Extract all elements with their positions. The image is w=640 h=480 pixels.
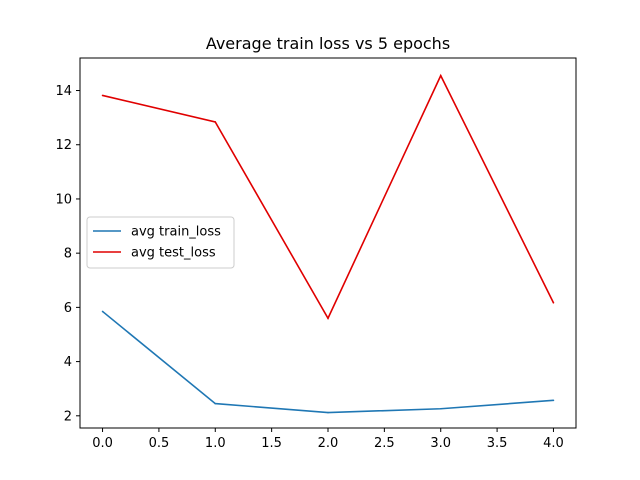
data-point-1-2 [327, 317, 329, 320]
data-point-1-1 [214, 121, 217, 123]
x-tick-label: 2.0 [318, 436, 339, 451]
legend-label-1: avg test_loss [131, 246, 216, 261]
data-point-0-1 [214, 402, 217, 405]
x-tick-label: 0.0 [92, 436, 113, 451]
x-tick-label: 1.0 [205, 436, 226, 451]
y-tick-label: 14 [55, 84, 72, 99]
data-point-0-3 [439, 407, 442, 410]
data-point-0-0 [101, 310, 104, 313]
x-tick-label: 1.5 [261, 436, 282, 451]
plot-area-frame [79, 57, 577, 429]
x-tick-label: 3.0 [430, 436, 451, 451]
data-point-0-4 [552, 399, 555, 402]
x-tick-label: 0.5 [149, 436, 170, 451]
data-point-1-3 [439, 74, 442, 77]
data-point-0-2 [327, 411, 329, 414]
data-point-1-4 [552, 301, 555, 304]
data-point-1-0 [101, 94, 104, 97]
x-tick-label: 3.5 [487, 436, 508, 451]
legend-box [86, 216, 235, 269]
y-tick-label: 10 [55, 192, 72, 207]
x-axis: 0.0 0.5 1.0 1.5 2.0 2.5 3.0 3.5 4.0 [92, 428, 564, 451]
y-tick-label: 12 [55, 138, 72, 153]
y-tick-label: 8 [64, 247, 72, 262]
y-axis: 2 4 6 8 10 12 14 [55, 84, 80, 424]
x-tick-label: 2.5 [374, 436, 395, 451]
x-tick-label: 4.0 [543, 436, 564, 451]
series-layer [101, 73, 555, 414]
chart-title: Average train loss vs 5 epochs [206, 34, 450, 53]
y-tick-label: 6 [64, 301, 72, 316]
legend-label-0: avg train_loss [131, 225, 221, 240]
y-tick-label: 2 [64, 409, 72, 424]
y-tick-label: 4 [64, 355, 72, 370]
